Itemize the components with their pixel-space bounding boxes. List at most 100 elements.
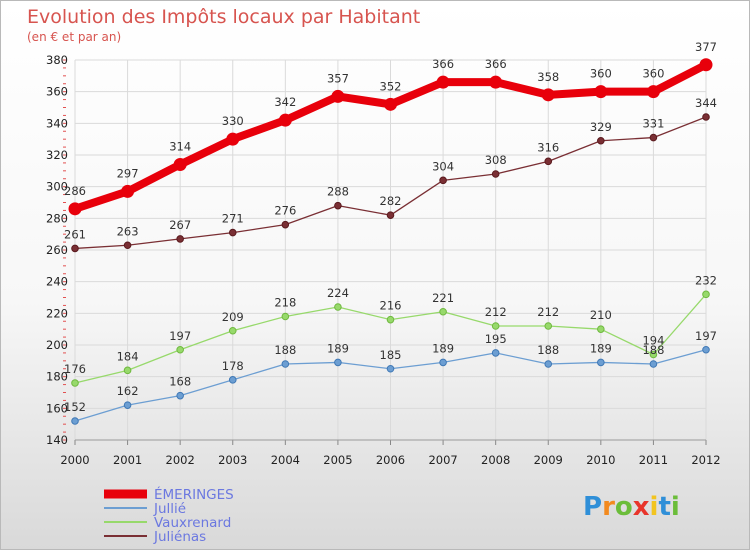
data-point xyxy=(334,358,342,367)
data-point xyxy=(699,58,713,72)
data-point xyxy=(646,85,660,99)
data-label: 282 xyxy=(380,194,402,208)
data-label: 377 xyxy=(695,40,717,54)
data-label: 344 xyxy=(695,96,717,110)
data-label: 189 xyxy=(590,341,612,355)
data-point xyxy=(597,325,605,333)
data-point xyxy=(649,133,658,142)
data-label: 212 xyxy=(485,305,507,319)
data-label: 195 xyxy=(485,332,507,346)
data-label: 288 xyxy=(327,185,349,199)
data-label: 316 xyxy=(537,140,559,154)
data-point xyxy=(176,391,184,400)
x-tick-label: 2002 xyxy=(166,453,195,467)
data-label: 209 xyxy=(222,310,244,324)
data-label: 342 xyxy=(274,95,296,109)
y-tick-label: 360 xyxy=(46,85,68,99)
data-label: 176 xyxy=(64,362,86,376)
data-label: 329 xyxy=(590,120,612,134)
data-point xyxy=(541,88,555,102)
data-label: 194 xyxy=(642,334,664,348)
data-label: 330 xyxy=(222,114,244,128)
data-label: 261 xyxy=(64,227,86,241)
data-point xyxy=(439,358,447,367)
legend-label: Juliénas xyxy=(153,529,206,545)
data-point xyxy=(649,350,658,359)
data-point xyxy=(71,244,79,253)
y-tick-label: 220 xyxy=(46,306,68,320)
brand-letter: x xyxy=(633,492,650,522)
data-label: 188 xyxy=(274,343,296,357)
data-label: 218 xyxy=(274,296,296,310)
data-point xyxy=(176,235,184,243)
x-tick-label: 2010 xyxy=(586,453,615,467)
data-point xyxy=(491,349,500,357)
data-label: 224 xyxy=(327,286,349,300)
y-tick-label: 300 xyxy=(46,180,68,194)
data-point xyxy=(71,379,79,387)
series-emeringes xyxy=(68,58,713,216)
data-label: 216 xyxy=(380,299,402,313)
brand-letter: r xyxy=(602,492,615,522)
data-label: 189 xyxy=(327,341,349,355)
data-label: 178 xyxy=(222,359,244,373)
brand-letter: i xyxy=(671,492,680,522)
data-point xyxy=(334,303,342,311)
y-tick-label: 180 xyxy=(46,370,68,384)
data-label: 197 xyxy=(169,329,191,343)
series-jullie xyxy=(71,345,710,425)
x-tick-label: 2005 xyxy=(323,453,352,467)
series-julienas xyxy=(71,113,710,253)
data-label: 366 xyxy=(432,57,454,71)
data-point xyxy=(123,366,132,375)
series-vauxrenard xyxy=(71,290,710,387)
data-point xyxy=(702,113,710,121)
data-label: 152 xyxy=(64,400,86,414)
data-label: 232 xyxy=(695,273,717,287)
data-point xyxy=(331,89,345,103)
y-tick-label: 240 xyxy=(46,275,68,289)
x-tick-label: 2000 xyxy=(60,453,89,467)
data-point xyxy=(334,201,342,210)
y-tick-label: 160 xyxy=(46,401,68,415)
data-point xyxy=(386,211,395,219)
y-tick-label: 340 xyxy=(46,116,68,130)
data-point xyxy=(702,345,710,354)
data-label: 352 xyxy=(380,79,402,93)
legend-label: ÉMERINGES xyxy=(154,486,234,503)
data-labels: 286 297 314 330 342 357 352 366 366 358 360 360 377 1… xyxy=(64,40,717,414)
data-label: 276 xyxy=(274,204,296,218)
data-label: 360 xyxy=(590,67,612,81)
brand-letter: o xyxy=(615,492,633,522)
x-tick-label: 2011 xyxy=(639,453,668,467)
brand-text: Proxiti xyxy=(583,492,680,522)
data-point xyxy=(491,170,500,178)
data-label: 308 xyxy=(485,153,507,167)
data-label: 184 xyxy=(117,349,139,363)
data-point xyxy=(597,136,605,145)
x-tick-label: 2001 xyxy=(113,453,142,467)
data-point xyxy=(386,364,395,373)
data-point xyxy=(68,202,82,216)
data-label: 210 xyxy=(590,308,612,322)
data-label: 314 xyxy=(169,140,191,154)
data-label: 162 xyxy=(117,384,139,398)
legend-label: Jullié xyxy=(153,501,186,517)
data-label: 221 xyxy=(432,291,454,305)
data-label: 331 xyxy=(642,117,664,131)
data-point xyxy=(176,345,184,354)
data-point xyxy=(281,312,290,321)
y-tick-label: 280 xyxy=(46,211,68,225)
chart-subtitle: (en € et par an) xyxy=(27,30,122,44)
data-point xyxy=(436,75,450,89)
data-point xyxy=(386,315,395,324)
proxiti-logo: Proxiti xyxy=(583,492,680,522)
data-point xyxy=(228,326,237,335)
data-point xyxy=(594,85,608,99)
data-label: 189 xyxy=(432,341,454,355)
data-label: 360 xyxy=(642,67,664,81)
data-point xyxy=(123,241,132,250)
axes: 140 160 180 200 220 240 260 280 300 320 340 360 380 2… xyxy=(46,53,721,467)
data-point xyxy=(228,376,237,384)
